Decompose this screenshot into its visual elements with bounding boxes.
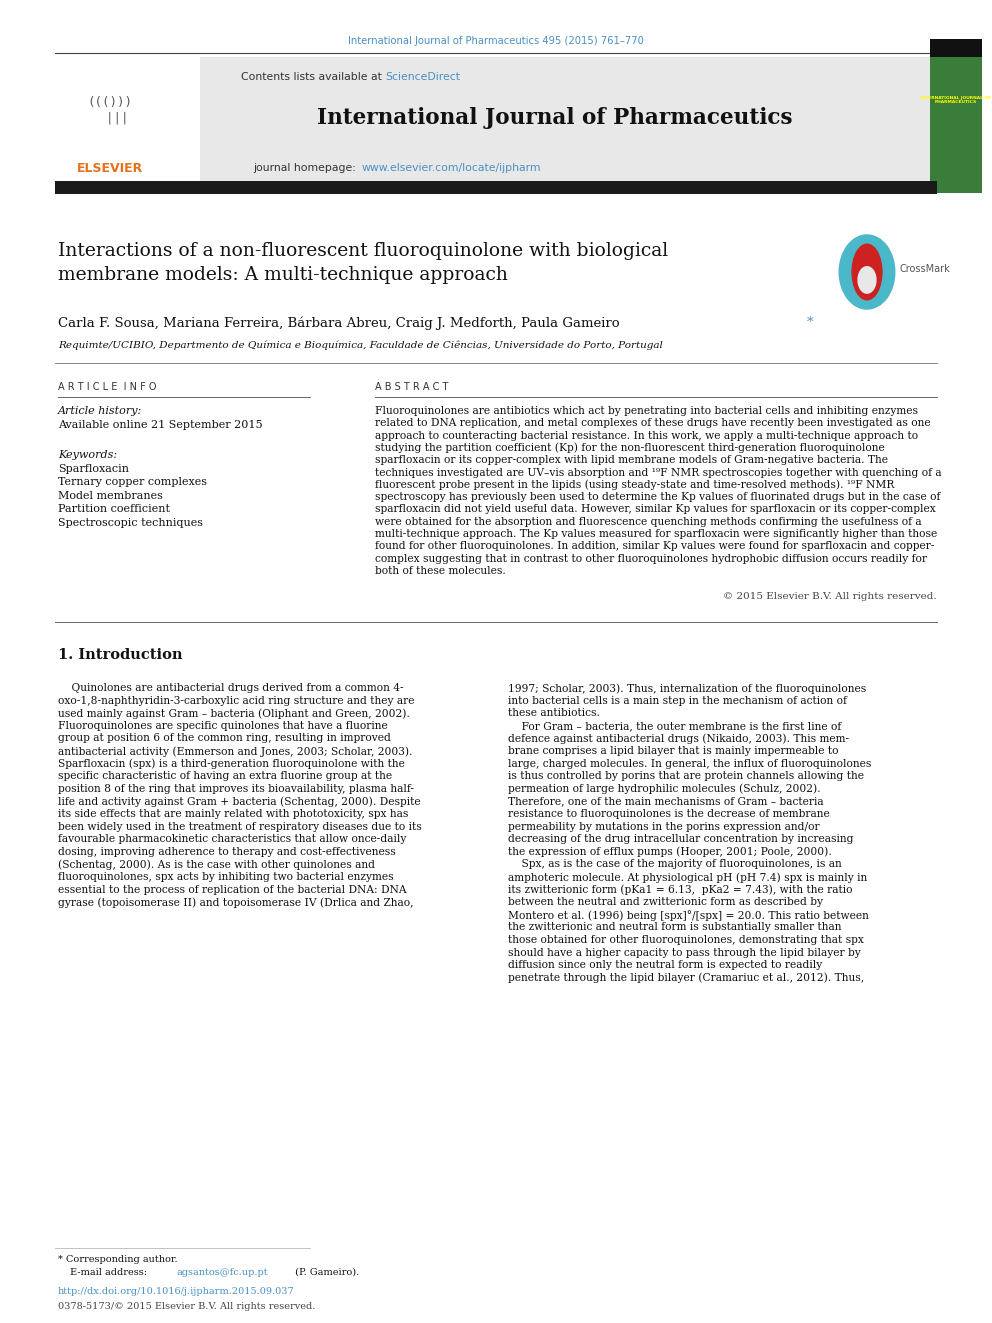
Text: specific characteristic of having an extra fluorine group at the: specific characteristic of having an ext… <box>58 771 392 781</box>
Text: CrossMark: CrossMark <box>900 265 950 274</box>
Text: fluorescent probe present in the lipids (using steady-state and time-resolved me: fluorescent probe present in the lipids … <box>375 480 895 491</box>
Text: diffusion since only the neutral form is expected to readily: diffusion since only the neutral form is… <box>508 960 822 970</box>
Text: techniques investigated are UV–vis absorption and ¹⁹F NMR spectroscopies togethe: techniques investigated are UV–vis absor… <box>375 467 941 478</box>
Text: INTERNATIONAL JOURNAL OF
PHARMACEUTICS: INTERNATIONAL JOURNAL OF PHARMACEUTICS <box>921 95 991 105</box>
Text: Fluoroquinolones are antibiotics which act by penetrating into bacterial cells a: Fluoroquinolones are antibiotics which a… <box>375 406 918 415</box>
Text: approach to counteracting bacterial resistance. In this work, we apply a multi-t: approach to counteracting bacterial resi… <box>375 430 919 441</box>
Text: gyrase (topoisomerase II) and topoisomerase IV (Drlica and Zhao,: gyrase (topoisomerase II) and topoisomer… <box>58 897 414 908</box>
Ellipse shape <box>858 267 876 294</box>
Text: Sparfloxacin (spx) is a third-generation fluoroquinolone with the: Sparfloxacin (spx) is a third-generation… <box>58 758 405 769</box>
Text: related to DNA replication, and metal complexes of these drugs have recently bee: related to DNA replication, and metal co… <box>375 418 930 429</box>
Text: * Corresponding author.: * Corresponding author. <box>58 1256 178 1263</box>
Text: these antibiotics.: these antibiotics. <box>508 708 600 718</box>
Text: into bacterial cells is a main step in the mechanism of action of: into bacterial cells is a main step in t… <box>508 696 847 705</box>
Bar <box>930 57 982 193</box>
Text: ((()))
  |||: ((())) ||| <box>87 97 133 124</box>
Text: permeability by mutations in the porins expression and/or: permeability by mutations in the porins … <box>508 822 819 832</box>
Text: Spx, as is the case of the majority of fluoroquinolones, is an: Spx, as is the case of the majority of f… <box>508 860 842 869</box>
Text: sparfloxacin did not yield useful data. However, similar Kp values for sparfloxa: sparfloxacin did not yield useful data. … <box>375 504 935 515</box>
Text: between the neutral and zwitterionic form as described by: between the neutral and zwitterionic for… <box>508 897 823 908</box>
Text: Partition coefficient: Partition coefficient <box>58 504 170 515</box>
Text: the zwitterionic and neutral form is substantially smaller than: the zwitterionic and neutral form is sub… <box>508 922 841 933</box>
Text: For Gram – bacteria, the outer membrane is the first line of: For Gram – bacteria, the outer membrane … <box>508 721 841 730</box>
Bar <box>930 38 982 57</box>
Text: favourable pharmacokinetic characteristics that allow once-daily: favourable pharmacokinetic characteristi… <box>58 835 407 844</box>
Text: Article history:: Article history: <box>58 406 142 415</box>
Text: been widely used in the treatment of respiratory diseases due to its: been widely used in the treatment of res… <box>58 822 422 832</box>
Text: large, charged molecules. In general, the influx of fluoroquinolones: large, charged molecules. In general, th… <box>508 758 871 769</box>
Text: Keywords:: Keywords: <box>58 450 117 460</box>
Text: fluoroquinolones, spx acts by inhibiting two bacterial enzymes: fluoroquinolones, spx acts by inhibiting… <box>58 872 394 882</box>
Text: Quinolones are antibacterial drugs derived from a common 4-: Quinolones are antibacterial drugs deriv… <box>58 683 404 693</box>
Text: is thus controlled by porins that are protein channels allowing the: is thus controlled by porins that are pr… <box>508 771 864 781</box>
Text: Model membranes: Model membranes <box>58 491 163 501</box>
Text: (Schentag, 2000). As is the case with other quinolones and: (Schentag, 2000). As is the case with ot… <box>58 860 375 871</box>
Text: agsantos@fc.up.pt: agsantos@fc.up.pt <box>177 1267 268 1277</box>
Text: Carla F. Sousa, Mariana Ferreira, Bárbara Abreu, Craig J. Medforth, Paula Gameir: Carla F. Sousa, Mariana Ferreira, Bárbar… <box>58 316 620 329</box>
Text: permeation of large hydrophilic molecules (Schulz, 2002).: permeation of large hydrophilic molecule… <box>508 783 820 794</box>
Text: used mainly against Gram – bacteria (Oliphant and Green, 2002).: used mainly against Gram – bacteria (Oli… <box>58 708 410 718</box>
Text: found for other fluoroquinolones. In addition, similar Kp values were found for : found for other fluoroquinolones. In add… <box>375 541 934 552</box>
Text: penetrate through the lipid bilayer (Cramariuc et al., 2012). Thus,: penetrate through the lipid bilayer (Cra… <box>508 972 864 983</box>
Text: Montero et al. (1996) being [spx]°/[spx] = 20.0. This ratio between: Montero et al. (1996) being [spx]°/[spx]… <box>508 910 869 921</box>
Text: dosing, improving adherence to therapy and cost-effectiveness: dosing, improving adherence to therapy a… <box>58 847 396 857</box>
Text: the expression of efflux pumps (Hooper, 2001; Poole, 2000).: the expression of efflux pumps (Hooper, … <box>508 847 831 857</box>
Text: A B S T R A C T: A B S T R A C T <box>375 382 448 392</box>
Bar <box>55 57 200 193</box>
Text: Interactions of a non-fluorescent fluoroquinolone with biological
membrane model: Interactions of a non-fluorescent fluoro… <box>58 242 669 284</box>
Text: A R T I C L E  I N F O: A R T I C L E I N F O <box>58 382 157 392</box>
Text: antibacterial activity (Emmerson and Jones, 2003; Scholar, 2003).: antibacterial activity (Emmerson and Jon… <box>58 746 413 757</box>
Text: spectroscopy has previously been used to determine the Kp values of fluorinated : spectroscopy has previously been used to… <box>375 492 940 503</box>
Text: ScienceDirect: ScienceDirect <box>385 71 460 82</box>
Text: 1. Introduction: 1. Introduction <box>58 648 183 662</box>
Text: complex suggesting that in contrast to other fluoroquinolones hydrophobic diffus: complex suggesting that in contrast to o… <box>375 553 927 564</box>
Text: its side effects that are mainly related with phototoxicity, spx has: its side effects that are mainly related… <box>58 808 409 819</box>
Text: International Journal of Pharmaceutics: International Journal of Pharmaceutics <box>317 107 793 130</box>
Text: © 2015 Elsevier B.V. All rights reserved.: © 2015 Elsevier B.V. All rights reserved… <box>723 591 937 601</box>
Text: position 8 of the ring that improves its bioavailability, plasma half-: position 8 of the ring that improves its… <box>58 783 414 794</box>
Text: its zwitterionic form (pKa1 = 6.13,  pKa2 = 7.43), with the ratio: its zwitterionic form (pKa1 = 6.13, pKa2… <box>508 885 852 896</box>
Text: Therefore, one of the main mechanisms of Gram – bacteria: Therefore, one of the main mechanisms of… <box>508 796 823 807</box>
Circle shape <box>839 235 895 310</box>
Text: 0378-5173/© 2015 Elsevier B.V. All rights reserved.: 0378-5173/© 2015 Elsevier B.V. All right… <box>58 1302 315 1311</box>
Text: both of these molecules.: both of these molecules. <box>375 566 506 576</box>
Bar <box>55 57 937 193</box>
Text: International Journal of Pharmaceutics 495 (2015) 761–770: International Journal of Pharmaceutics 4… <box>348 36 644 46</box>
Text: decreasing of the drug intracellular concentration by increasing: decreasing of the drug intracellular con… <box>508 835 853 844</box>
Text: were obtained for the absorption and fluorescence quenching methods confirming t: were obtained for the absorption and flu… <box>375 517 922 527</box>
Text: 1997; Scholar, 2003). Thus, internalization of the fluoroquinolones: 1997; Scholar, 2003). Thus, internalizat… <box>508 683 866 693</box>
Text: sparfloxacin or its copper-complex with lipid membrane models of Gram-negative b: sparfloxacin or its copper-complex with … <box>375 455 888 466</box>
Bar <box>55 181 937 194</box>
Text: Sparfloxacin: Sparfloxacin <box>58 464 129 474</box>
Text: life and activity against Gram + bacteria (Schentag, 2000). Despite: life and activity against Gram + bacteri… <box>58 796 421 807</box>
Text: journal homepage:: journal homepage: <box>254 163 360 173</box>
Text: Contents lists available at: Contents lists available at <box>241 71 385 82</box>
Text: multi-technique approach. The Kp values measured for sparfloxacin were significa: multi-technique approach. The Kp values … <box>375 529 937 538</box>
Ellipse shape <box>852 245 882 300</box>
Text: should have a higher capacity to pass through the lipid bilayer by: should have a higher capacity to pass th… <box>508 947 861 958</box>
Text: http://dx.doi.org/10.1016/j.ijpharm.2015.09.037: http://dx.doi.org/10.1016/j.ijpharm.2015… <box>58 1287 295 1297</box>
Text: brane comprises a lipid bilayer that is mainly impermeable to: brane comprises a lipid bilayer that is … <box>508 746 838 755</box>
Text: (P. Gameiro).: (P. Gameiro). <box>293 1267 359 1277</box>
Text: Spectroscopic techniques: Spectroscopic techniques <box>58 519 203 528</box>
Text: *: * <box>806 316 813 329</box>
Text: amphoteric molecule. At physiological pH (pH 7.4) spx is mainly in: amphoteric molecule. At physiological pH… <box>508 872 867 882</box>
Text: essential to the process of replication of the bacterial DNA: DNA: essential to the process of replication … <box>58 885 407 894</box>
Text: studying the partition coefficient (Kp) for the non-fluorescent third-generation: studying the partition coefficient (Kp) … <box>375 443 885 454</box>
Text: Available online 21 September 2015: Available online 21 September 2015 <box>58 419 263 430</box>
Text: those obtained for other fluoroquinolones, demonstrating that spx: those obtained for other fluoroquinolone… <box>508 935 864 945</box>
Text: www.elsevier.com/locate/ijpharm: www.elsevier.com/locate/ijpharm <box>362 163 542 173</box>
Text: group at position 6 of the common ring, resulting in improved: group at position 6 of the common ring, … <box>58 733 391 744</box>
Text: ELSEVIER: ELSEVIER <box>76 161 143 175</box>
Text: Requimte/UCIBIO, Departmento de Química e Bioquímica, Faculdade de Ciências, Uni: Requimte/UCIBIO, Departmento de Química … <box>58 340 663 349</box>
Text: Ternary copper complexes: Ternary copper complexes <box>58 478 207 487</box>
Text: defence against antibacterial drugs (Nikaido, 2003). This mem-: defence against antibacterial drugs (Nik… <box>508 733 849 744</box>
Text: E-mail address:: E-mail address: <box>70 1267 150 1277</box>
Text: Fluoroquinolones are specific quinolones that have a fluorine: Fluoroquinolones are specific quinolones… <box>58 721 388 730</box>
Text: oxo-1,8-naphthyridin-3-carboxylic acid ring structure and they are: oxo-1,8-naphthyridin-3-carboxylic acid r… <box>58 696 415 705</box>
Text: resistance to fluoroquinolones is the decrease of membrane: resistance to fluoroquinolones is the de… <box>508 808 829 819</box>
